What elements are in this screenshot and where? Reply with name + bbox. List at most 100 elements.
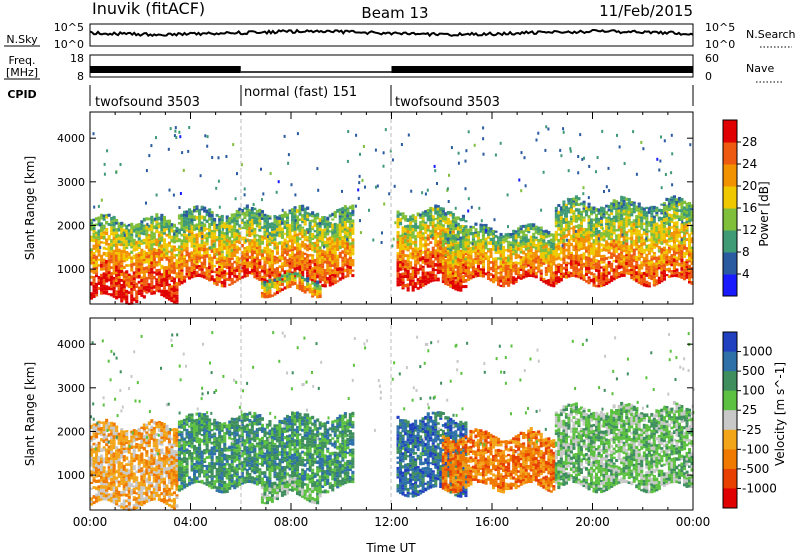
echo-cell xyxy=(331,253,335,257)
echo-cell xyxy=(270,261,274,264)
echo-cell xyxy=(348,220,352,224)
echo-cell xyxy=(645,220,649,225)
echo-cell xyxy=(248,209,252,212)
echo-cell xyxy=(183,213,187,217)
echo-cell xyxy=(557,217,561,221)
echo-cell xyxy=(336,261,340,265)
echo-cell xyxy=(265,294,269,299)
echo-cell xyxy=(230,240,234,244)
echo-cell xyxy=(592,265,596,270)
echo-cell xyxy=(439,211,443,214)
echo-cell xyxy=(617,263,621,266)
echo-cell xyxy=(213,247,217,251)
echo-cell xyxy=(640,213,644,217)
echo-cell xyxy=(175,291,179,295)
echo-cell xyxy=(152,254,156,258)
echo-cell xyxy=(502,241,506,244)
echo-cell xyxy=(145,240,149,243)
echo-cell xyxy=(228,240,232,243)
echo-cell xyxy=(333,269,337,272)
echo-cell xyxy=(685,261,689,264)
echo-cell xyxy=(527,242,531,245)
echo-cell xyxy=(600,237,604,241)
echo-cell xyxy=(655,229,659,232)
echo-cell xyxy=(393,184,396,188)
echo-cell xyxy=(451,287,455,290)
echo-cell xyxy=(685,259,689,262)
echo-cell xyxy=(451,270,455,273)
echo-cell xyxy=(557,268,561,271)
echo-cell xyxy=(399,237,403,240)
echo-cell xyxy=(617,204,621,208)
echo-cell xyxy=(660,247,664,252)
echo-cell xyxy=(210,256,214,260)
echo-cell xyxy=(95,293,99,297)
echo-cell xyxy=(122,223,126,227)
echo-cell xyxy=(466,250,470,254)
echo-cell xyxy=(595,230,599,233)
echo-cell xyxy=(180,245,184,249)
echo-cell xyxy=(564,229,568,232)
echo-cell xyxy=(306,228,310,231)
echo-cell xyxy=(597,230,601,234)
echo-cell xyxy=(411,276,415,280)
echo-cell xyxy=(190,218,193,222)
echo-cell xyxy=(532,262,536,266)
echo-cell xyxy=(95,248,99,253)
echo-cell xyxy=(610,262,614,267)
echo-cell xyxy=(454,273,458,277)
echo-cell xyxy=(572,200,576,203)
echo-cell xyxy=(122,265,126,269)
echo-cell xyxy=(662,246,666,249)
echo-cell xyxy=(253,262,257,266)
echo-cell xyxy=(595,220,599,224)
echo-cell xyxy=(235,236,239,241)
echo-cell xyxy=(617,275,621,278)
echo-cell xyxy=(645,230,649,233)
echo-cell xyxy=(607,271,611,275)
echo-cell xyxy=(436,232,440,235)
echo-cell xyxy=(416,250,420,253)
echo-cell xyxy=(602,284,606,287)
echo-cell xyxy=(273,271,277,275)
echo-cell xyxy=(142,289,146,293)
echo-cell xyxy=(655,268,659,271)
echo-cell xyxy=(283,238,287,243)
echo-cell xyxy=(532,243,536,247)
echo-cell xyxy=(667,205,671,208)
echo-cell xyxy=(343,259,347,264)
echo-cell xyxy=(338,243,342,246)
echo-cell xyxy=(461,271,465,275)
echo-cell xyxy=(278,233,282,238)
echo-cell xyxy=(587,266,591,271)
echo-cell xyxy=(107,248,111,252)
echo-cell xyxy=(341,270,345,273)
echo-cell xyxy=(180,271,184,276)
echo-cell xyxy=(223,281,227,286)
echo-cell xyxy=(557,279,561,284)
echo-cell xyxy=(487,257,491,261)
echo-cell xyxy=(635,239,639,242)
echo-cell xyxy=(258,228,262,232)
echo-cell xyxy=(157,275,161,279)
echo-cell xyxy=(268,258,272,262)
echo-cell xyxy=(677,253,681,258)
echo-cell xyxy=(240,212,244,216)
echo-cell xyxy=(627,257,631,260)
echo-cell xyxy=(303,260,307,264)
echo-cell xyxy=(238,269,242,273)
echo-cell xyxy=(107,278,111,282)
echo-cell xyxy=(492,247,496,251)
echo-cell xyxy=(590,265,594,268)
echo-cell xyxy=(650,269,654,272)
echo-cell xyxy=(527,274,531,277)
echo-cell xyxy=(537,262,541,265)
echo-cell xyxy=(426,236,430,241)
echo-cell xyxy=(308,253,312,257)
echo-cell xyxy=(306,280,310,283)
echo-cell xyxy=(464,285,468,289)
echo-cell xyxy=(409,255,413,259)
echo-cell xyxy=(112,276,116,280)
echo-cell xyxy=(235,232,239,237)
echo-cell xyxy=(399,254,403,259)
